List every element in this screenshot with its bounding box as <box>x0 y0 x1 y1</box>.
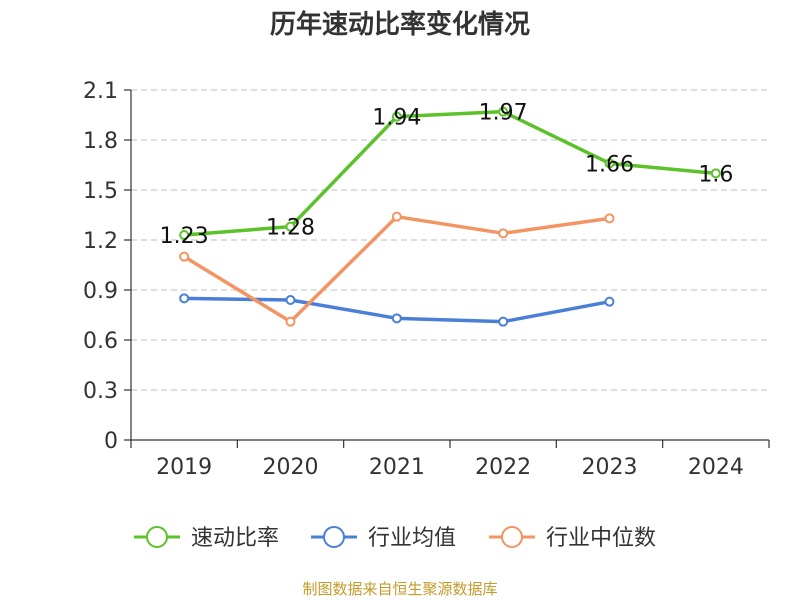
y-tick-label: 1.2 <box>83 229 118 254</box>
axes: 0 0.3 0.6 0.9 1.2 1.5 1.8 2.1 2019 2020 2021 2022 20… <box>83 79 770 480</box>
series-line <box>183 214 610 324</box>
data-point <box>498 228 509 239</box>
x-tick-label: 2019 <box>156 455 212 480</box>
data-label: 1.97 <box>479 101 528 126</box>
x-tick-label: 2022 <box>475 455 531 480</box>
data-point <box>391 111 402 122</box>
y-tick-label: 2.1 <box>83 79 118 104</box>
data-point <box>285 295 296 305</box>
legend-label: 速动比率 <box>191 526 279 551</box>
legend-label: 行业均值 <box>368 526 456 551</box>
series-3 <box>179 211 615 327</box>
y-tick-label: 0.6 <box>83 329 118 354</box>
y-tick-label: 0.3 <box>83 379 118 404</box>
data-label: 1.28 <box>266 216 315 241</box>
chart-title: 历年速动比率变化情况 <box>270 9 530 40</box>
legend-marker <box>501 526 523 548</box>
x-tick-label: 2021 <box>369 455 425 480</box>
series-1 <box>179 106 721 240</box>
data-point <box>604 296 615 307</box>
data-point <box>498 316 509 327</box>
legend-marker <box>146 526 168 548</box>
y-tick-label: 0.9 <box>83 279 118 304</box>
legend-item: 速动比率 <box>134 526 279 551</box>
x-tick-label: 2020 <box>263 455 319 480</box>
data-point <box>391 313 402 324</box>
series-line <box>184 109 716 237</box>
source-note: 制图数据来自恒生聚源数据库 <box>302 580 498 598</box>
data-point <box>604 158 615 169</box>
data-label: 1.6 <box>698 162 733 187</box>
data-point <box>604 213 615 224</box>
series-lines <box>179 106 721 327</box>
legend-label: 行业中位数 <box>546 526 656 551</box>
data-point <box>391 211 402 222</box>
data-point <box>179 230 190 240</box>
x-tick-label: 2023 <box>582 455 638 480</box>
y-tick-label: 1.8 <box>83 129 118 154</box>
x-tick-label: 2024 <box>688 455 744 480</box>
data-label: 1.23 <box>160 224 209 249</box>
data-point <box>285 316 296 327</box>
data-point <box>179 293 190 304</box>
data-label: 1.66 <box>585 152 634 177</box>
data-point <box>285 221 296 232</box>
data-label: 1.94 <box>372 106 421 131</box>
series-2 <box>179 293 615 327</box>
data-point <box>179 251 190 262</box>
legend-item: 行业中位数 <box>489 526 656 551</box>
y-tick-label: 1.5 <box>83 179 118 204</box>
data-point <box>710 168 721 179</box>
legend-item: 行业均值 <box>311 526 456 551</box>
data-labels: 1.23 1.28 1.94 1.97 1.66 1.6 <box>160 101 734 249</box>
legend-marker <box>323 526 345 548</box>
data-point <box>498 106 509 117</box>
grid-lines <box>131 89 769 391</box>
legend: 速动比率 行业均值 行业中位数 <box>134 526 656 551</box>
y-tick-label: 0 <box>104 429 118 454</box>
